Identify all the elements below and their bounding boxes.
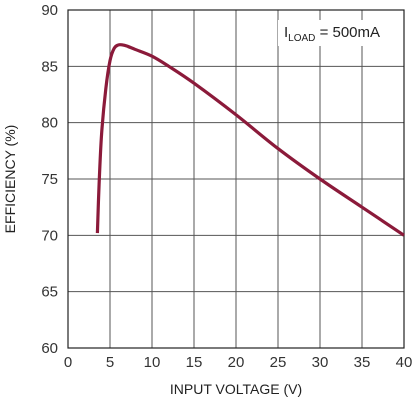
annotation-suffix: = 500mA [315,24,380,41]
x-tick-label: 30 [312,354,329,371]
annotation-subscript: LOAD [288,33,315,44]
x-tick-label: 35 [354,354,371,371]
annotation-prefix: I [284,24,288,41]
series-layer [95,43,405,237]
x-tick-label: 0 [64,354,72,371]
grid [67,9,405,349]
x-tick-label: 25 [270,354,287,371]
y-axis-title: EFFICIENCY (%) [2,125,18,234]
load-annotation: ILOAD = 500mA [278,20,396,46]
y-tick-label: 80 [41,115,58,132]
x-tick-label: 40 [396,354,413,371]
y-tick-label: 75 [41,171,58,188]
x-tick-label: 20 [228,354,245,371]
x-tick-label: 10 [144,354,161,371]
y-tick-label: 60 [41,340,58,357]
plot-area [67,9,405,349]
x-tick-label: 15 [186,354,203,371]
x-tick-label: 5 [106,354,114,371]
tick-labels: 0 5 10 15 20 25 30 35 40 60 65 70 75 80 85 90 [41,2,412,371]
x-axis-title: INPUT VOLTAGE (V) [170,381,302,397]
load-annotation-text: ILOAD = 500mA [284,24,380,44]
efficiency-line [95,43,405,237]
y-tick-label: 70 [41,227,58,244]
y-tick-label: 65 [41,284,58,301]
y-tick-label: 85 [41,58,58,75]
y-tick-label: 90 [41,2,58,19]
